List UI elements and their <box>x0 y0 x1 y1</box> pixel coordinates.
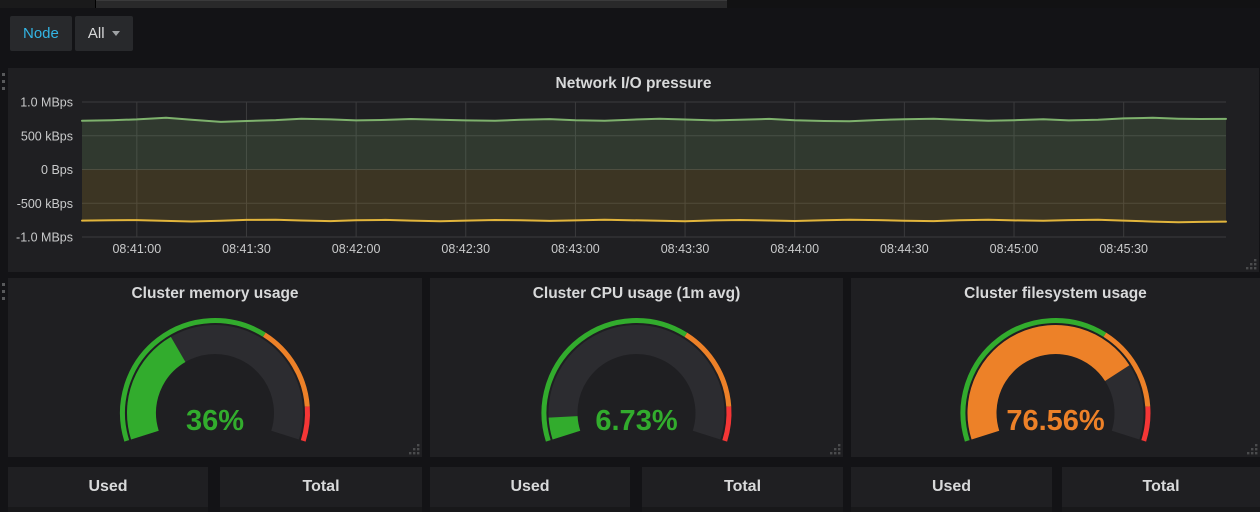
panel-title[interactable]: Total <box>723 478 762 495</box>
svg-text:500 kBps: 500 kBps <box>21 129 73 143</box>
tab-strip-segment <box>0 0 96 8</box>
tab-strip-segment <box>727 0 1260 8</box>
template-variable-toolbar: Node All <box>10 16 136 51</box>
template-var-dropdown[interactable]: All <box>74 16 133 51</box>
svg-text:-500 kBps: -500 kBps <box>17 197 73 211</box>
gauge-value: 76.56% <box>1006 405 1105 437</box>
svg-text:-1.0 MBps: -1.0 MBps <box>16 231 73 245</box>
cpu-gauge <box>541 318 732 442</box>
memory-gauge <box>120 318 310 442</box>
panel-network-io-pressure: Network I/O pressure 1.0 MBps 500 kBps 0 B… <box>8 68 1259 272</box>
panel-cluster-memory-usage: Cluster memory usage 36% <box>8 278 422 457</box>
gauge-value: 6.73% <box>595 405 678 437</box>
panel-stat-total: Total <box>1062 467 1260 512</box>
svg-text:08:41:30: 08:41:30 <box>222 242 271 256</box>
svg-text:08:45:30: 08:45:30 <box>1099 242 1148 256</box>
svg-text:08:43:30: 08:43:30 <box>661 242 710 256</box>
stat-body <box>220 507 422 512</box>
chevron-down-icon <box>111 31 120 36</box>
panel-stat-total: Total <box>220 467 422 512</box>
resize-grip-icon[interactable] <box>408 443 420 455</box>
stat-body <box>8 507 208 512</box>
svg-text:08:45:00: 08:45:00 <box>990 242 1039 256</box>
svg-text:08:42:30: 08:42:30 <box>441 242 490 256</box>
resize-grip-icon[interactable] <box>829 443 841 455</box>
panel-cluster-filesystem-usage: Cluster filesystem usage 76.56% <box>851 278 1260 457</box>
stat-body <box>851 507 1052 512</box>
svg-text:08:44:30: 08:44:30 <box>880 242 929 256</box>
stat-body <box>642 507 843 512</box>
panel-title[interactable]: Cluster filesystem usage <box>964 285 1147 302</box>
template-var-label-box: Node <box>10 16 72 51</box>
panel-stat-total: Total <box>642 467 843 512</box>
filesystem-gauge <box>960 318 1151 442</box>
resize-grip-icon[interactable] <box>1245 258 1257 270</box>
panel-title[interactable]: Total <box>1142 478 1180 495</box>
panel-title[interactable]: Used <box>931 478 972 495</box>
svg-text:08:41:00: 08:41:00 <box>112 242 161 256</box>
template-var-label: Node <box>23 25 59 42</box>
panel-title[interactable]: Network I/O pressure <box>555 75 712 92</box>
resize-grip-icon[interactable] <box>1246 443 1258 455</box>
svg-text:08:44:00: 08:44:00 <box>770 242 819 256</box>
stat-body <box>1062 507 1260 512</box>
svg-text:08:43:00: 08:43:00 <box>551 242 600 256</box>
row-drag-handle[interactable] <box>2 283 5 300</box>
window-tab-strip <box>0 0 1260 8</box>
stat-body <box>430 507 630 512</box>
template-var-value[interactable]: All <box>87 25 105 42</box>
svg-text:0 Bps: 0 Bps <box>41 163 73 177</box>
panel-title[interactable]: Total <box>302 478 340 495</box>
panel-title[interactable]: Cluster CPU usage (1m avg) <box>532 285 741 302</box>
panel-title[interactable]: Used <box>88 478 128 495</box>
tab-strip-segment-active <box>96 0 727 8</box>
panel-title[interactable]: Cluster memory usage <box>131 285 299 302</box>
panel-stat-used: Used <box>851 467 1052 512</box>
panel-stat-used: Used <box>8 467 208 512</box>
row-drag-handle[interactable] <box>2 73 5 90</box>
panel-stat-used: Used <box>430 467 630 512</box>
svg-text:08:42:00: 08:42:00 <box>332 242 381 256</box>
gauge-value: 36% <box>185 405 245 437</box>
network-io-chart[interactable]: 1.0 MBps 500 kBps 0 Bps -500 kBps -1.0 MBps 0… <box>8 68 1259 272</box>
panel-title[interactable]: Used <box>510 478 550 495</box>
panel-cluster-cpu-usage: Cluster CPU usage (1m avg) 6.73% <box>430 278 843 457</box>
svg-text:1.0 MBps: 1.0 MBps <box>20 96 73 110</box>
